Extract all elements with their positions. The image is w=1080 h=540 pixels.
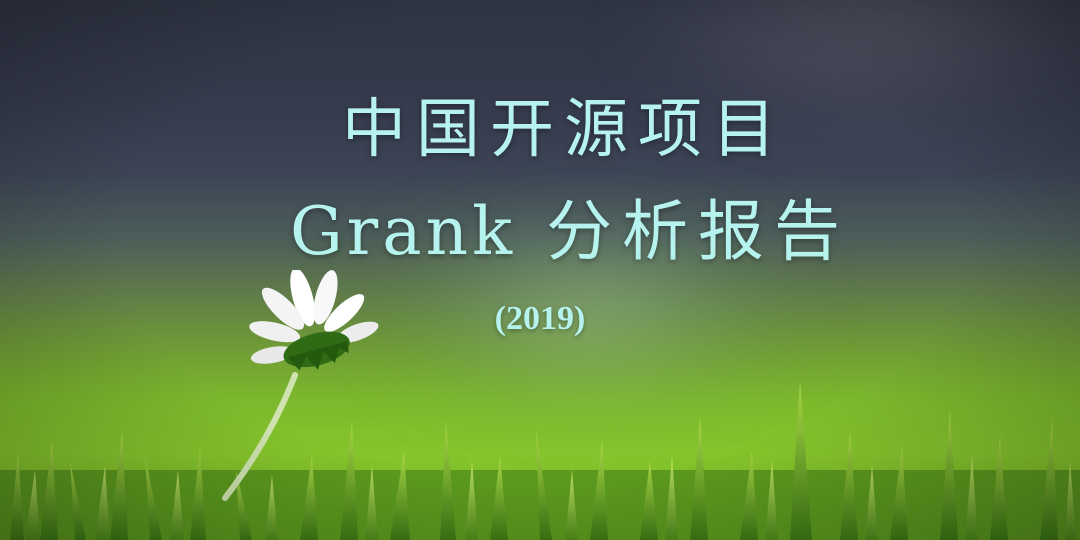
report-title-line1: 中国开源项目 [342, 93, 786, 167]
report-year: (2019) [494, 300, 586, 337]
white-daisy-icon [222, 270, 379, 501]
report-title-line2: Grank 分析报告 [0, 178, 1080, 274]
report-title-grank: Grank [289, 193, 517, 270]
grass-foreground [0, 380, 1080, 540]
report-title-analysis: 分析报告 [546, 193, 851, 270]
background-glow-center [380, 210, 800, 410]
